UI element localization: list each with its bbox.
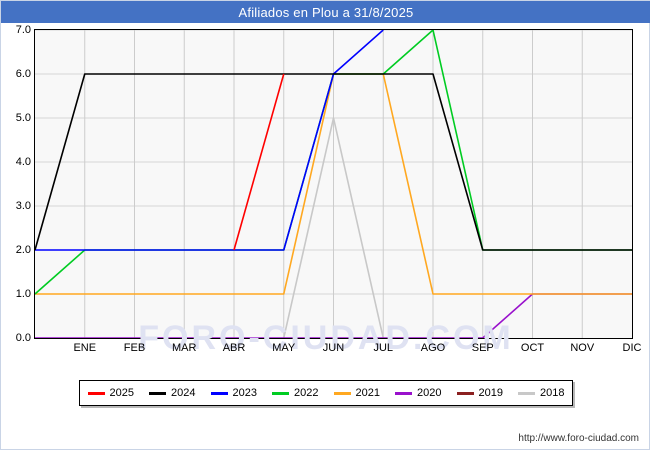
x-axis-tick-label: ENE <box>73 342 97 354</box>
legend-swatch-icon <box>518 391 535 395</box>
legend-swatch-icon <box>333 391 351 395</box>
x-axis-tick-label: SEP <box>471 342 494 354</box>
legend-swatch-icon <box>87 391 105 395</box>
y-axis-tick-label: 1.0 <box>15 288 31 300</box>
legend-item-2021[interactable]: 2021 <box>333 387 380 399</box>
legend-label: 2021 <box>355 387 380 399</box>
legend-item-2020[interactable]: 2020 <box>395 387 441 399</box>
x-axis-tick-label: ABR <box>222 342 246 354</box>
legend-label: 2024 <box>171 387 196 399</box>
window-title-bar: Afiliados en Plou a 31/8/2025 <box>1 1 650 23</box>
legend-label: 2022 <box>294 387 319 399</box>
y-axis-tick-label: 4.0 <box>15 156 31 168</box>
y-axis-tick-label: 3.0 <box>15 200 31 212</box>
series-line-2018 <box>282 117 385 338</box>
legend-item-2025[interactable]: 2025 <box>87 387 134 399</box>
legend-label: 2019 <box>478 387 503 399</box>
x-axis-tick-label: JUL <box>373 342 394 354</box>
legend-item-2019[interactable]: 2019 <box>456 387 503 399</box>
legend-swatch-icon <box>149 391 166 395</box>
x-axis-tick-label: OCT <box>520 342 545 354</box>
series-line-2025 <box>233 73 285 251</box>
y-axis-tick-label: 2.0 <box>15 244 31 256</box>
x-axis-tick-label: NOV <box>570 342 595 354</box>
chart-svg <box>35 30 632 338</box>
x-axis-tick-label: MAY <box>272 342 296 354</box>
x-axis-tick-label: FEB <box>123 342 146 354</box>
x-axis-tick-label: MAR <box>172 342 197 354</box>
chart-legend: 2025 2024 2023 2022 2021 2020 2019 2018 <box>79 380 573 406</box>
footer-url: http://www.foro-ciudad.com <box>518 433 639 444</box>
page-title: Afiliados en Plou a 31/8/2025 <box>238 4 414 20</box>
legend-item-2022[interactable]: 2022 <box>272 387 318 399</box>
legend-item-2018[interactable]: 2018 <box>518 387 564 399</box>
y-axis-tick-label: 7.0 <box>15 24 31 36</box>
x-axis-tick-label: JUN <box>322 342 345 354</box>
legend-swatch-icon <box>272 391 289 395</box>
series-lines <box>35 30 632 338</box>
legend-label: 2025 <box>109 387 134 399</box>
legend-swatch-icon <box>210 391 228 395</box>
series-line-2023 <box>35 30 384 251</box>
series-line-2024 <box>35 73 632 251</box>
plot-area <box>34 29 633 339</box>
legend-swatch-icon <box>456 391 474 395</box>
x-axis-tick-label: DIC <box>622 342 642 354</box>
legend-item-2024[interactable]: 2024 <box>149 387 195 399</box>
legend-label: 2023 <box>232 387 257 399</box>
y-axis-tick-label: 6.0 <box>15 68 31 80</box>
legend-label: 2018 <box>540 387 565 399</box>
y-axis-tick-label: 0.0 <box>15 332 31 344</box>
legend-item-2023[interactable]: 2023 <box>210 387 257 399</box>
x-axis-tick-label: AGO <box>420 342 446 354</box>
y-axis-tick-label: 5.0 <box>15 112 31 124</box>
legend-swatch-icon <box>395 391 412 395</box>
legend-label: 2020 <box>417 387 442 399</box>
